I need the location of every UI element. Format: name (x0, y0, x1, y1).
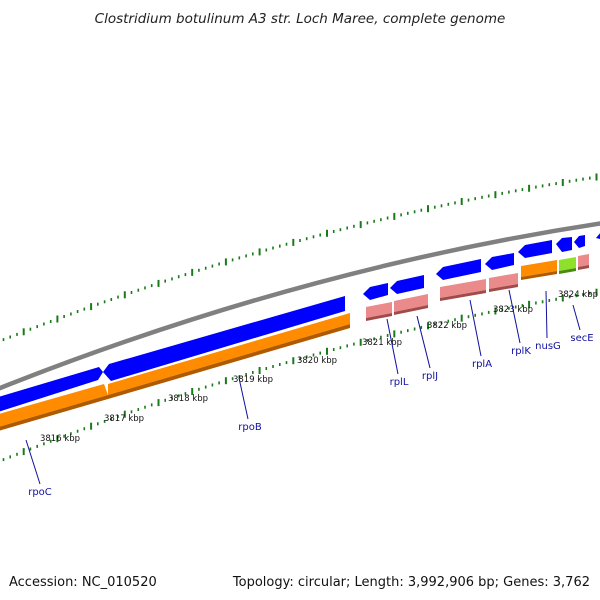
cds-rpoC (0, 384, 108, 427)
topology-text: Topology: circular; Length: 3,992,906 bp… (232, 575, 590, 590)
cds-rpoB-shadow (108, 324, 350, 399)
kbp-label: 3821 kbp (362, 338, 402, 348)
gene-nusG-forward (518, 240, 552, 258)
inner-scale-ticks (2, 288, 598, 462)
rna-rplJ (394, 294, 428, 312)
rna-rplL-shadow (366, 313, 392, 321)
rna-rplJ-shadow (394, 305, 428, 315)
gene-rplJ-forward (390, 275, 424, 294)
gene-label-leaders (25, 289, 581, 485)
kbp-label: 3819 kbp (233, 375, 273, 385)
rna-rplL (366, 302, 392, 318)
kbp-label: 3816 kbp (40, 434, 80, 444)
map-title: Clostridium botulinum A3 str. Loch Maree… (95, 11, 506, 27)
gene-secE-forward (556, 237, 572, 252)
cds-nusG (521, 260, 557, 277)
gene-rplA-forward (436, 259, 481, 280)
cds-rpoB (108, 313, 350, 395)
kbp-label: 3817 kbp (104, 414, 144, 424)
gene-label-nusG: nusG (535, 341, 561, 352)
gene-label-rpoC: rpoC (28, 487, 52, 498)
kbp-label: 3818 kbp (168, 394, 208, 404)
gene-rplL-forward (363, 283, 388, 300)
feature-secE-shadow (559, 268, 576, 274)
gene-rpoB-forward (103, 296, 345, 381)
kbp-label: 3820 kbp (297, 356, 337, 366)
rna-rplA-shadow (440, 290, 486, 301)
outer-scale-ticks (2, 173, 598, 342)
genome-backbone (0, 221, 600, 391)
cds-nusG-shadow (521, 271, 557, 280)
cds-track (0, 254, 589, 431)
cds-rpoC-shadow (0, 395, 108, 431)
rna-rplK-shadow (489, 284, 518, 292)
kbp-label: 3822 kbp (427, 321, 467, 331)
kbp-label: 3824 kbp (558, 290, 598, 300)
forward-strand-track (0, 233, 600, 412)
rna-rplK (489, 273, 518, 289)
feature-secE (559, 257, 576, 271)
rna-extra-shadow (578, 265, 589, 270)
gene-label-rplK: rplK (511, 346, 531, 357)
accession-text: Accession: NC_010520 (9, 575, 157, 590)
gene-label-rpoB: rpoB (238, 422, 262, 433)
rna-rplA (440, 279, 486, 298)
gene-rplK-forward (485, 253, 514, 270)
gene-edge-forward (596, 233, 600, 239)
gene-label-rplL: rplL (390, 377, 409, 388)
gene-rpoC-forward (0, 367, 103, 412)
gene-labels: rpoC rpoB rplL rplJ rplA rplK nusG secE (28, 333, 593, 498)
gene-label-secE: secE (570, 333, 593, 344)
gene-extra-forward (574, 235, 585, 248)
gene-label-rplA: rplA (472, 359, 492, 370)
gene-label-rplJ: rplJ (422, 371, 438, 382)
rna-extra (578, 254, 589, 267)
